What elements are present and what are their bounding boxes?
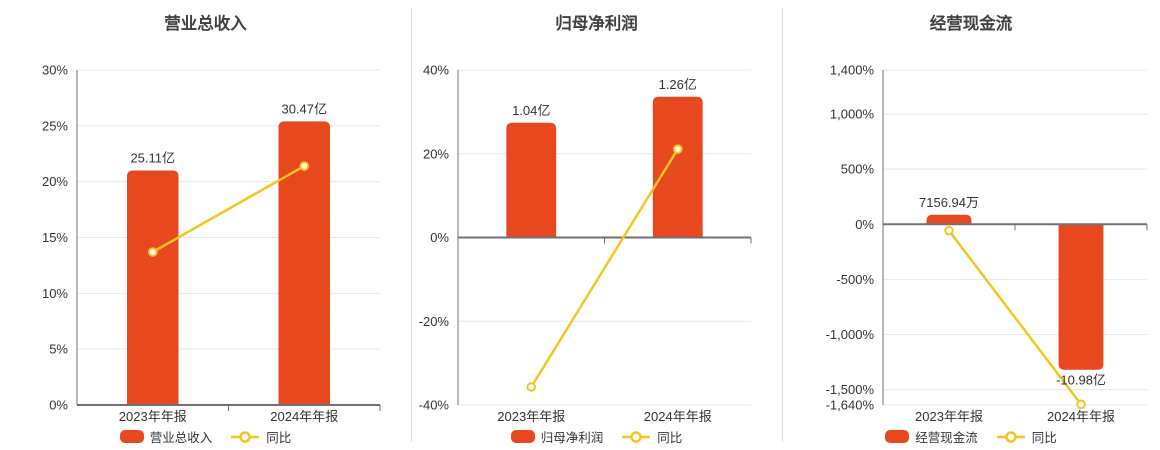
x-axis-category-label: 2023年年报 <box>497 409 565 424</box>
y-axis-tick-label: 40% <box>423 63 449 78</box>
panel-divider <box>782 8 783 442</box>
cash-flow-chart-panel: 经营现金流 1,400% 1,000% 500% 0% -500% -1,000% -1,5… <box>782 0 1160 450</box>
y-axis-tick-label: -20% <box>419 314 450 329</box>
revenue-chart-plot: 30% 25% 20% 15% 10% 5% 0% 25.11亿 30.47亿 2023年年报 20… <box>42 63 381 424</box>
bar <box>278 121 331 405</box>
bar-series-swatch <box>885 430 910 443</box>
yoy-line-marker <box>944 225 954 236</box>
bar <box>1058 224 1104 370</box>
y-axis-tick-label: 500% <box>841 162 875 177</box>
bar-value-label: 1.26亿 <box>659 77 697 92</box>
bar <box>506 122 557 238</box>
y-axis-tick-label: -1,500% <box>826 382 875 397</box>
bar-series-label: 营业总收入 <box>149 431 213 445</box>
chart-title: 归母净利润 <box>555 15 638 33</box>
x-axis-category-label: 2023年年报 <box>119 409 187 424</box>
line-series-label: 同比 <box>657 431 683 445</box>
line-series-icon <box>231 430 260 443</box>
y-axis-tick-label: 15% <box>42 230 68 245</box>
bar-value-label: -10.98亿 <box>1056 373 1106 388</box>
y-axis-tick-label: 0% <box>49 398 68 413</box>
legend-item-line: 同比 <box>230 427 291 446</box>
line-series-label: 同比 <box>1031 431 1057 445</box>
x-axis-category-label: 2024年年报 <box>1047 409 1115 424</box>
yoy-line-marker <box>1076 399 1086 410</box>
yoy-line <box>530 147 679 389</box>
y-axis-tick-label: 1,000% <box>830 107 875 122</box>
yoy-line-marker <box>299 161 310 171</box>
yoy-line-marker <box>147 247 158 257</box>
net-profit-chart-plot: 40% 20% 0% -20% -40% 1.04亿 1.26亿 2023年年报 2024年年报 <box>419 63 752 424</box>
bar-series-label: 归母净利润 <box>540 431 604 445</box>
y-axis-tick-label: 20% <box>423 146 449 161</box>
panel-divider <box>411 8 412 442</box>
yoy-line-marker <box>672 144 683 154</box>
net-profit-chart-panel: 归母净利润 40% 20% 0% -20% -40% 1.04亿 1.26亿 2023年年报 2… <box>411 0 782 450</box>
yoy-line <box>947 229 1083 406</box>
bar-series-swatch <box>510 430 535 443</box>
legend: 营业总收入 同比 <box>0 427 411 446</box>
cash-flow-chart-plot: 1,400% 1,000% 500% 0% -500% -1,000% -1,500%-1,… <box>826 63 1148 424</box>
bar-value-label: 7156.94万 <box>919 195 979 210</box>
y-axis-tick-label: -1,640% <box>826 398 875 413</box>
chart-title: 经营现金流 <box>929 15 1013 33</box>
y-axis-tick-label: -1,000% <box>826 327 875 342</box>
y-axis-tick-label: 10% <box>42 286 68 301</box>
yoy-line-marker <box>526 382 537 392</box>
yoy-line <box>151 164 306 254</box>
bar-value-label: 30.47亿 <box>281 101 327 116</box>
bar-series-swatch <box>119 430 144 443</box>
bar <box>652 96 703 238</box>
chart-title: 营业总收入 <box>164 15 247 33</box>
y-axis-tick-label: 30% <box>42 63 68 78</box>
legend: 经营现金流 同比 <box>782 427 1160 446</box>
y-axis-tick-label: 25% <box>42 118 68 133</box>
bar-value-label: 25.11亿 <box>130 151 175 166</box>
line-series-icon <box>622 430 651 443</box>
legend-item-bar: 营业总收入 <box>119 427 213 446</box>
legend: 归母净利润 同比 <box>411 427 782 446</box>
legend-item-bar: 归母净利润 <box>510 427 604 446</box>
legend-item-line: 同比 <box>621 427 682 446</box>
bar-series-label: 经营现金流 <box>915 431 978 445</box>
x-axis-category-label: 2024年年报 <box>644 409 712 424</box>
line-series-label: 同比 <box>266 431 292 445</box>
x-axis-category-label: 2023年年报 <box>915 409 983 424</box>
y-axis-tick-label: -500% <box>836 272 874 287</box>
bar-value-label: 1.04亿 <box>512 103 550 118</box>
y-axis-tick-label: 0% <box>430 230 449 245</box>
bar <box>126 170 179 405</box>
y-axis-tick-label: -40% <box>419 398 450 413</box>
y-axis-tick-label: 5% <box>49 342 68 357</box>
legend-item-line: 同比 <box>996 427 1057 446</box>
y-axis-tick-label: 0% <box>855 217 874 232</box>
legend-item-bar: 经营现金流 <box>885 427 978 446</box>
y-axis-tick-label: 1,400% <box>830 63 875 78</box>
line-series-icon <box>996 430 1025 443</box>
bar <box>926 214 972 225</box>
revenue-chart-panel: 营业总收入 30% 25% 20% 15% 10% 5% 0% 25.11亿 30.47亿 202… <box>0 0 411 450</box>
x-axis-category-label: 2024年年报 <box>270 409 338 424</box>
y-axis-tick-label: 20% <box>42 174 68 189</box>
